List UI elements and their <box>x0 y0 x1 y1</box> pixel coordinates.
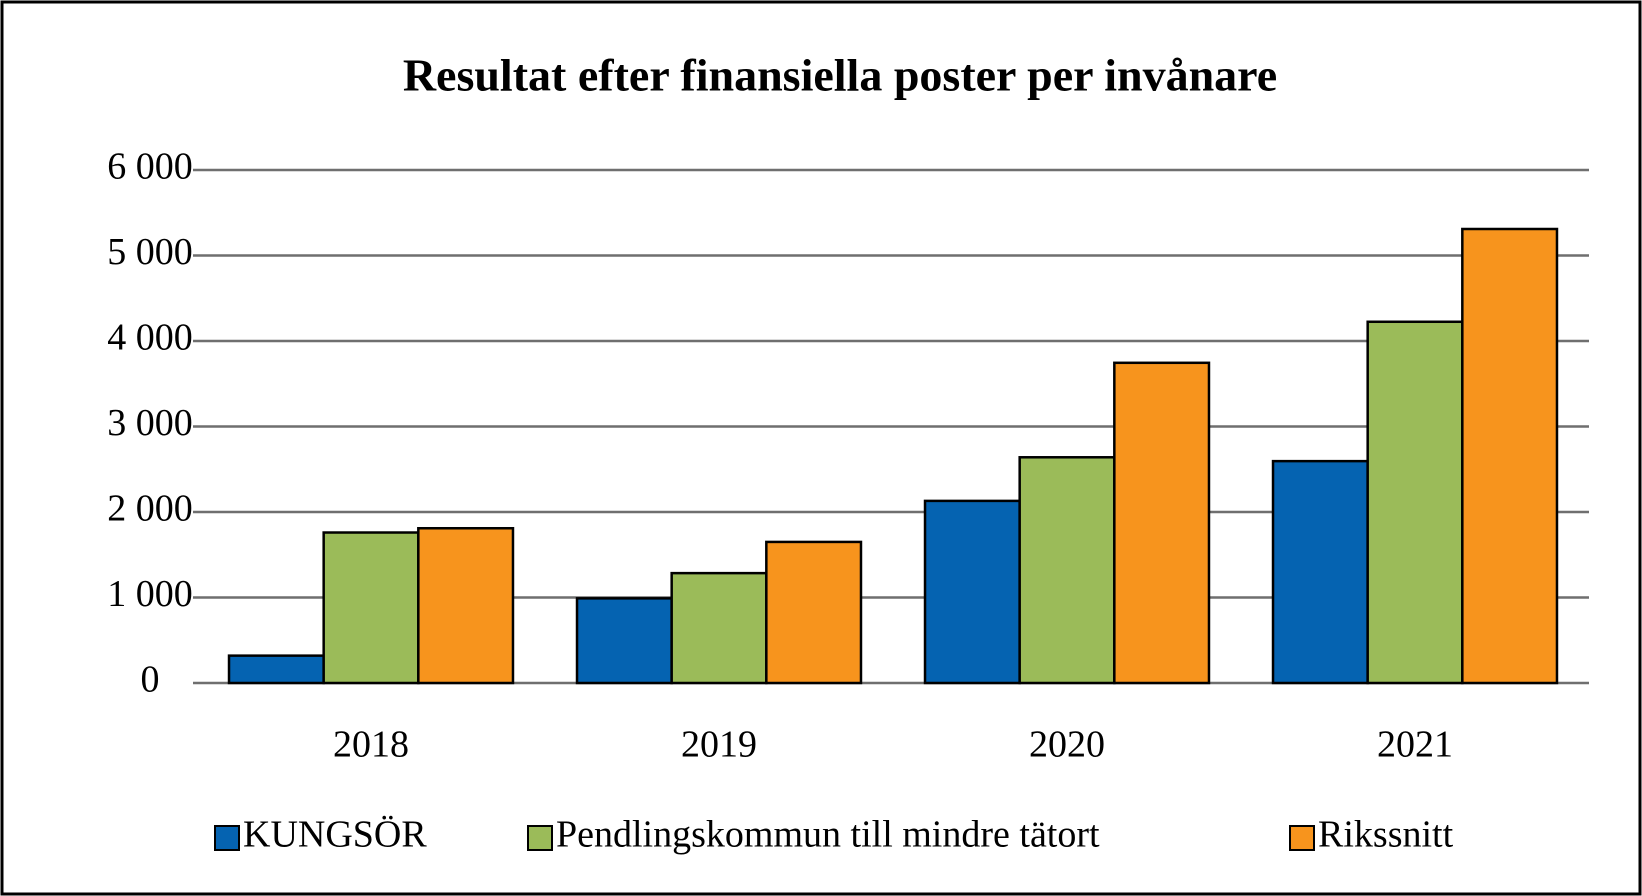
x-tick-label: 2021 <box>1377 724 1453 766</box>
x-tick-label: 2019 <box>681 724 757 766</box>
bar <box>923 499 1021 685</box>
y-tick-label: 5 000 <box>107 231 193 273</box>
y-tick-label: 1 000 <box>107 573 193 615</box>
legend-swatch <box>527 825 553 851</box>
bar <box>1271 459 1369 685</box>
x-tick-label: 2018 <box>333 724 409 766</box>
legend-swatch <box>1289 825 1315 851</box>
bar <box>227 654 325 685</box>
bar <box>1113 361 1211 685</box>
y-tick-label: 0 <box>141 659 160 701</box>
y-tick-label: 4 000 <box>107 317 193 359</box>
chart-title: Resultat efter finansiella poster per in… <box>403 50 1277 101</box>
legend-label: Pendlingskommun till mindre tätort <box>556 814 1100 856</box>
y-tick-label: 6 000 <box>107 146 193 188</box>
bar <box>1018 456 1116 685</box>
bar <box>417 526 515 685</box>
bar <box>1461 227 1559 685</box>
legend-swatch <box>214 825 240 851</box>
legend-label: Rikssnitt <box>1318 814 1454 856</box>
y-tick-label: 3 000 <box>107 402 193 444</box>
x-tick-label: 2020 <box>1029 724 1105 766</box>
bar <box>322 531 420 685</box>
bar <box>765 540 863 685</box>
bar <box>1366 320 1464 685</box>
bar <box>670 571 768 685</box>
y-tick-label: 2 000 <box>107 488 193 530</box>
legend-label: KUNGSÖR <box>243 814 427 856</box>
bar <box>575 597 673 685</box>
